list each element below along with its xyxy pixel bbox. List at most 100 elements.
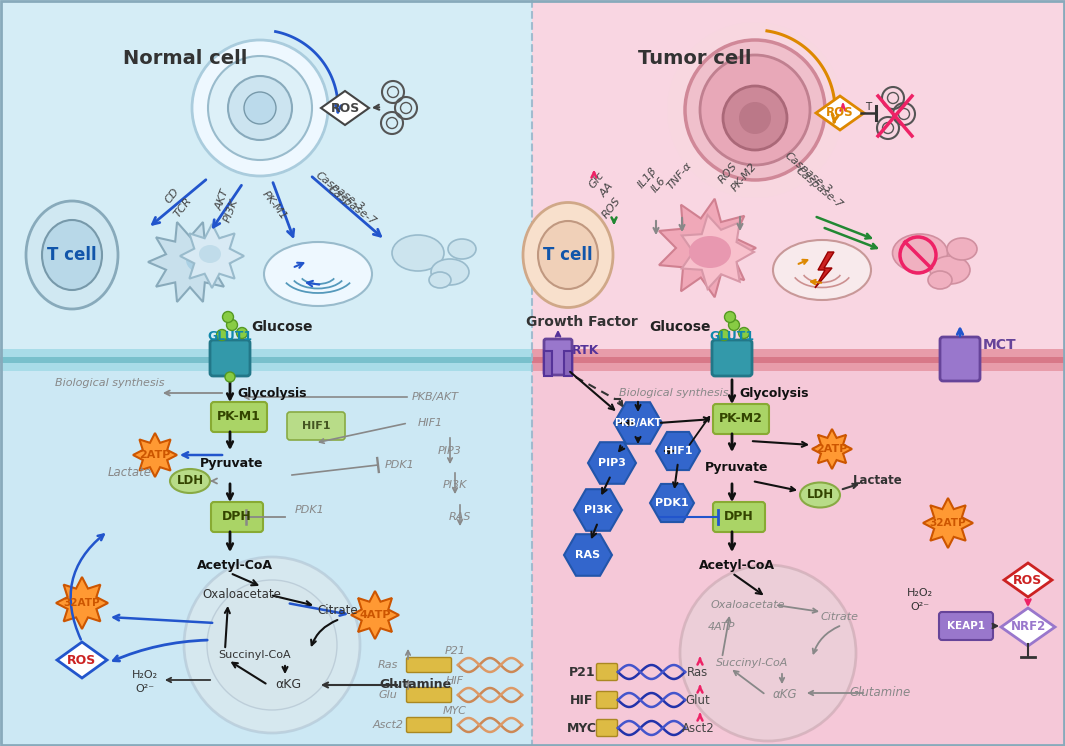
Text: Oxaloacetate: Oxaloacetate [710,600,785,610]
Ellipse shape [892,234,948,272]
Polygon shape [574,489,622,531]
Circle shape [207,580,337,710]
Text: Glu: Glu [379,690,397,700]
Circle shape [679,565,856,741]
Text: Biological synthesis: Biological synthesis [55,378,165,388]
Text: P21: P21 [444,646,465,656]
Text: RAS: RAS [448,512,471,522]
Bar [532,349,1065,371]
Text: Asct2: Asct2 [682,721,715,735]
Text: NRF2: NRF2 [1011,621,1046,633]
Text: GLUT1: GLUT1 [208,330,252,342]
Polygon shape [58,642,106,678]
Circle shape [667,22,843,198]
Text: 2ATP: 2ATP [816,444,848,454]
Text: RAS: RAS [575,550,601,560]
Text: Pyruvate: Pyruvate [705,460,769,474]
Text: PIP3: PIP3 [599,458,626,468]
Circle shape [738,327,750,339]
Polygon shape [816,96,864,130]
Polygon shape [1004,563,1052,597]
Ellipse shape [264,242,372,306]
Text: ROS: ROS [1014,574,1043,586]
Circle shape [685,40,825,180]
Ellipse shape [928,271,952,289]
Text: Tumor cell: Tumor cell [638,48,752,67]
Text: ROS: ROS [330,101,360,114]
Circle shape [192,40,328,176]
Ellipse shape [448,239,476,259]
Text: PDK1: PDK1 [655,498,689,508]
Text: ROS: ROS [826,107,854,119]
Text: Glc: Glc [588,170,606,190]
Ellipse shape [773,240,871,300]
Circle shape [728,319,739,330]
Text: ROS: ROS [601,195,623,220]
Text: ROS: ROS [717,160,739,185]
FancyBboxPatch shape [712,340,752,376]
Text: PKB/AKT: PKB/AKT [615,418,661,428]
Ellipse shape [689,236,731,268]
Bar [0,357,532,363]
Circle shape [225,372,235,382]
Text: αKG: αKG [275,679,301,692]
Ellipse shape [930,256,970,284]
Text: TNF-α: TNF-α [666,160,694,192]
FancyBboxPatch shape [939,612,993,640]
Text: PDK1: PDK1 [386,460,415,470]
Text: HIF1: HIF1 [301,421,330,431]
Polygon shape [56,577,108,629]
Text: O²⁻: O²⁻ [911,602,930,612]
Bar [532,357,1065,363]
Text: αKG: αKG [773,689,798,701]
Text: Caspase-7: Caspase-7 [326,184,378,227]
Circle shape [227,319,237,330]
Polygon shape [923,498,973,548]
Text: Caspase-3: Caspase-3 [314,169,366,213]
Ellipse shape [186,246,224,274]
Text: 2ATP: 2ATP [140,450,170,460]
Ellipse shape [523,202,613,307]
Text: HIF1: HIF1 [417,418,443,428]
Text: PK-M1: PK-M1 [260,189,289,222]
Text: Lactate: Lactate [853,474,903,487]
Text: AA: AA [599,181,616,199]
Text: 4ATP: 4ATP [359,610,391,620]
Bar [0,349,532,371]
Text: HIF: HIF [571,694,593,706]
Circle shape [223,312,233,322]
FancyBboxPatch shape [211,502,263,532]
Text: Citrate: Citrate [317,604,358,618]
Text: 32ATP: 32ATP [64,598,100,608]
FancyBboxPatch shape [712,404,769,434]
Text: Biological synthesis: Biological synthesis [619,388,728,398]
Text: CD: CD [163,186,181,206]
Bar [532,0,1065,746]
Polygon shape [351,591,399,639]
Polygon shape [656,432,700,470]
FancyBboxPatch shape [596,719,618,736]
Ellipse shape [431,259,469,285]
Polygon shape [1001,608,1055,646]
Polygon shape [815,252,834,288]
Circle shape [236,327,247,339]
Polygon shape [148,222,232,302]
Ellipse shape [947,238,977,260]
Text: Asct2: Asct2 [373,720,404,730]
Text: Glucose: Glucose [251,320,313,334]
Ellipse shape [392,235,444,271]
Bar [544,351,552,376]
FancyBboxPatch shape [210,340,250,376]
Text: Glutamine: Glutamine [850,686,911,700]
Text: Glycolysis: Glycolysis [237,386,307,400]
Polygon shape [682,215,754,289]
FancyBboxPatch shape [286,412,345,440]
Text: 32ATP: 32ATP [930,518,966,528]
Ellipse shape [42,220,102,290]
Polygon shape [588,442,636,484]
Text: Succinyl-CoA: Succinyl-CoA [716,658,788,668]
Text: Glut: Glut [686,694,710,706]
FancyBboxPatch shape [407,657,452,672]
Polygon shape [548,340,568,356]
Circle shape [700,55,810,165]
